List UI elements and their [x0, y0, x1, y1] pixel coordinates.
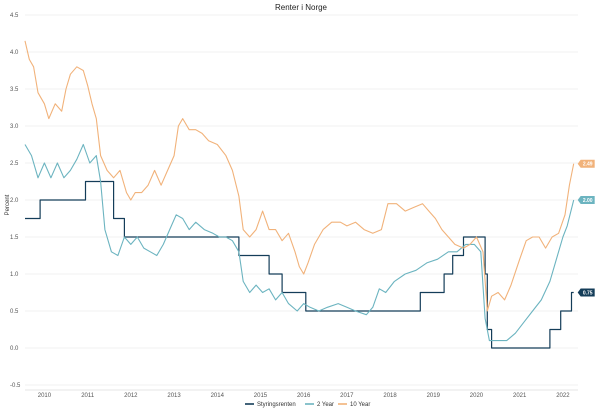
y-tick-label: 4.0: [10, 50, 19, 56]
series-lines: [24, 40, 575, 349]
y-tick-label: 4.5: [10, 13, 19, 19]
end-label-badge: [577, 159, 595, 168]
y-tick-label: 1.5: [10, 235, 19, 241]
legend-label: Styringsrenten: [257, 402, 296, 408]
x-tick-label: 2021: [513, 393, 527, 399]
y-axis-label: Percent: [5, 194, 11, 215]
legend-label: 2 Year: [317, 402, 334, 408]
chart-title: Renter i Norge: [275, 3, 328, 12]
x-tick-label: 2013: [167, 393, 181, 399]
y-tick-label: 2.0: [10, 198, 19, 204]
x-axis-ticks: 2010 2011 2012 2013 2014 2015 2016 2017 2018 2019…: [38, 393, 570, 399]
end-label-value: 0.75: [583, 290, 593, 296]
end-label-10-year: 2.49: [577, 159, 595, 168]
end-label-badge: [577, 196, 595, 204]
end-label-value: 2.49: [583, 162, 593, 168]
end-label-2-year: 2.00: [577, 196, 595, 204]
x-tick-label: 2015: [254, 393, 268, 399]
y-axis-ticks: -0.5 0.0 0.5 1.0 1.5 2.0 2.5 3.0 3.5 4.0 4.5: [10, 13, 21, 389]
y-tick-label: 2.5: [10, 161, 19, 167]
y-tick-label: -0.5: [10, 383, 21, 389]
x-tick-label: 2019: [427, 393, 441, 399]
x-tick-label: 2016: [297, 393, 311, 399]
x-tick-label: 2014: [211, 393, 225, 399]
x-tick-label: 2010: [38, 393, 52, 399]
legend-label: 10 Year: [350, 402, 370, 408]
x-tick-label: 2020: [470, 393, 484, 399]
series-line-2-year: [24, 143, 575, 342]
series-line-styringsrenten: [25, 180, 574, 349]
end-label-badge: [577, 288, 595, 297]
x-tick-label: 2022: [556, 393, 570, 399]
y-tick-label: 0.5: [10, 309, 19, 315]
x-tick-label: 2018: [383, 393, 397, 399]
end-label-value: 2.00: [583, 198, 593, 204]
legend: Styringsrenten 2 Year 10 Year: [245, 402, 370, 408]
end-label-styringsrenten: 0.75: [577, 288, 595, 297]
x-tick-label: 2017: [340, 393, 354, 399]
y-tick-label: 3.0: [10, 124, 19, 130]
y-tick-label: 3.5: [10, 87, 19, 93]
gridlines: [25, 14, 578, 391]
y-tick-label: 1.0: [10, 272, 19, 278]
x-tick-label: 2011: [81, 393, 95, 399]
x-tick-label: 2012: [124, 393, 138, 399]
end-value-labels: 0.75 2.00 2.49: [577, 159, 595, 297]
series-line-10-year: [24, 40, 575, 312]
y-tick-label: 0.0: [10, 346, 19, 352]
